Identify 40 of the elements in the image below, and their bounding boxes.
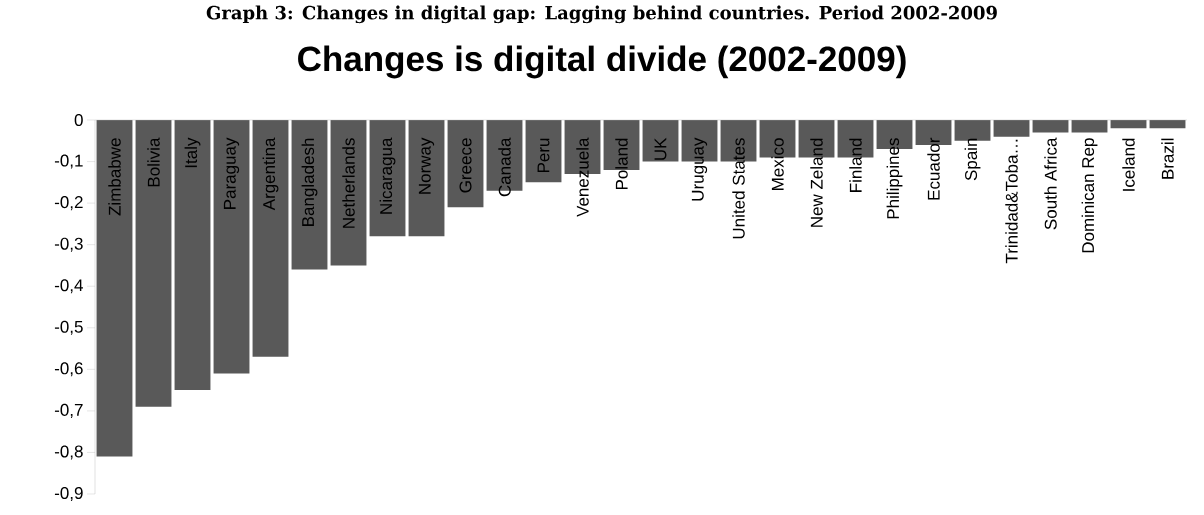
- x-tick-label: Uruguay: [691, 137, 708, 201]
- y-tick-label: -0,1: [54, 154, 83, 169]
- x-tick-label: Dominican Rep: [1081, 138, 1098, 253]
- x-tick-label: Zimbabwe: [108, 138, 121, 216]
- x-tick-label: Iceland: [1122, 138, 1135, 191]
- y-tick-label: -0,5: [54, 320, 83, 335]
- y-tick-label: -0,8: [54, 445, 83, 460]
- x-tick-label: Nicaragua: [379, 137, 396, 214]
- x-tick-label: Peru: [537, 138, 550, 173]
- x-tick-label: United States: [732, 138, 745, 239]
- x-tick-label: Philippines: [886, 138, 903, 219]
- x-tick-label: UK: [654, 137, 667, 160]
- x-tick-label: Finland: [849, 138, 862, 192]
- x-tick-label: Greece: [459, 138, 472, 193]
- y-tick-label: -0,3: [54, 237, 83, 252]
- x-tick-label: Norway: [418, 137, 435, 194]
- y-tick-label: 0: [74, 113, 83, 127]
- caption: Graph 3: Changes in digital gap: Lagging behind countries. Period 2002-2009: [206, 5, 997, 24]
- x-tick-label: Spain: [964, 138, 981, 181]
- x-tick-label: Bolivia: [147, 137, 160, 187]
- x-tick-label: Paraguay: [223, 137, 240, 209]
- x-tick-label: Ecuador: [927, 137, 940, 200]
- y-tick-label: -0,9: [54, 486, 83, 502]
- x-tick-label: Netherlands: [342, 138, 355, 228]
- x-tick-label: New Zeland: [810, 138, 823, 227]
- y-tick-label: -0,2: [54, 196, 83, 211]
- x-tick-label: Venezuela: [576, 137, 589, 217]
- x-tick-label: Argentina: [262, 137, 279, 211]
- y-tick-label: -0,4: [54, 279, 83, 294]
- y-tick-label: -0,6: [54, 362, 83, 377]
- x-tick-label: Poland: [615, 138, 628, 190]
- chart-title: Changes is digital divide (2002-2009): [298, 45, 906, 79]
- x-tick-label: Brazil: [1161, 138, 1174, 179]
- x-tick-label: Mexico: [771, 138, 784, 190]
- x-tick-label: Trinidad&Toba…: [1005, 139, 1018, 264]
- x-tick-label: Italy: [184, 137, 201, 168]
- x-tick-label: Bangladesh: [301, 138, 318, 226]
- x-tick-label: South Africa: [1044, 137, 1057, 230]
- x-tick-label: Canada: [498, 137, 511, 197]
- y-tick-label: -0,7: [54, 403, 83, 418]
